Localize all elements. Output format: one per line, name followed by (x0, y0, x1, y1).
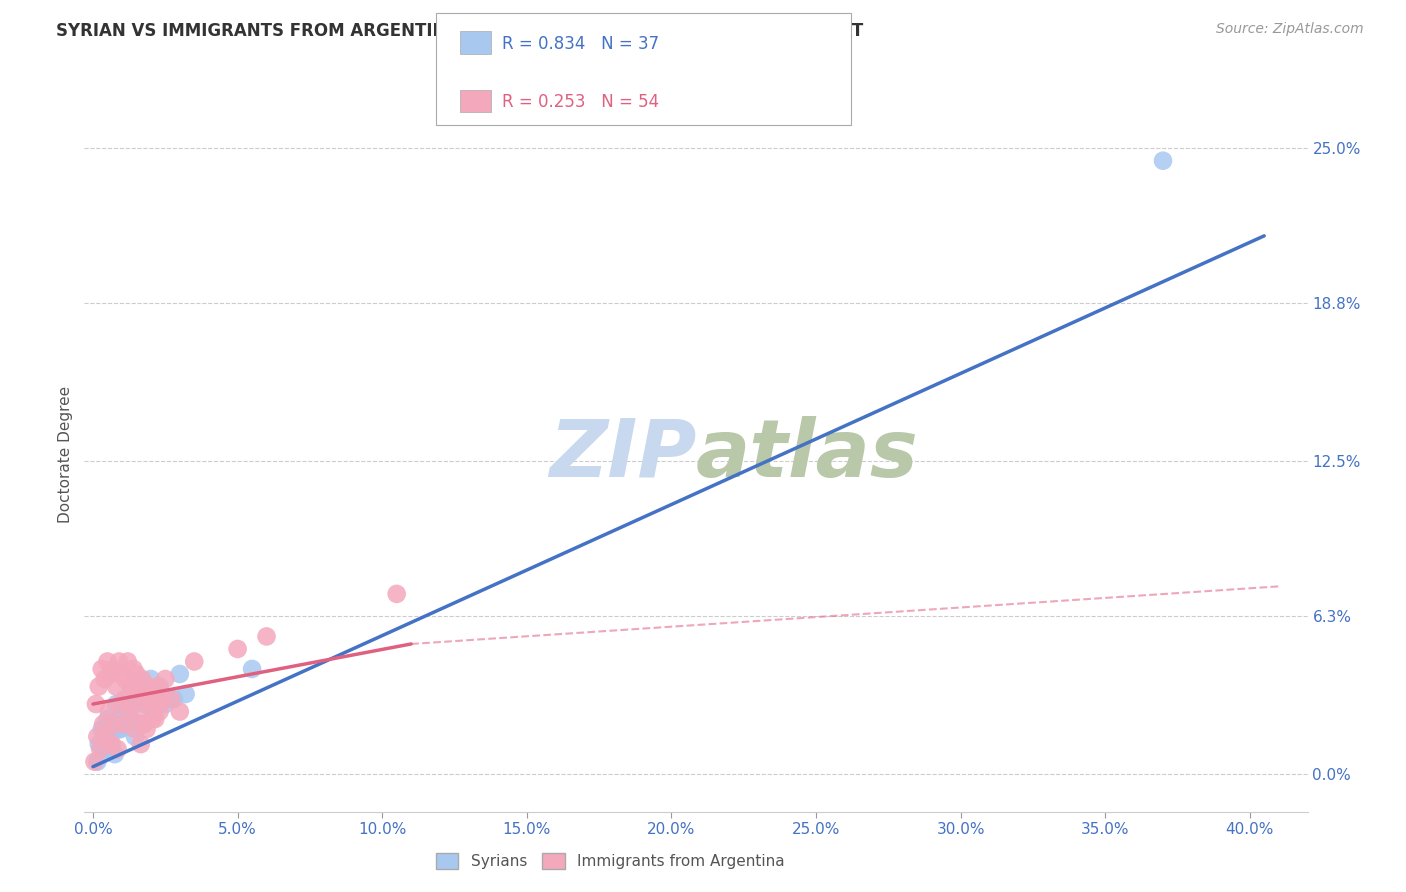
Point (117, 655, 139, 669)
Point (135, 722, 157, 736)
Point (86, 730, 108, 744)
Text: R = 0.834   N = 37: R = 0.834 N = 37 (502, 35, 659, 53)
Text: Source: ZipAtlas.com: Source: ZipAtlas.com (1216, 22, 1364, 37)
Point (97, 730, 120, 744)
Point (112, 717, 135, 731)
Point (121, 680, 143, 694)
Point (385, 587, 408, 601)
Point (115, 705, 138, 719)
Point (103, 717, 125, 731)
Point (138, 692, 160, 706)
Point (110, 722, 132, 736)
Point (169, 705, 191, 719)
Point (132, 717, 155, 731)
Point (128, 717, 150, 731)
Point (256, 630, 278, 644)
Point (134, 692, 156, 706)
Point (129, 737, 152, 751)
Point (96, 655, 118, 669)
Point (86, 755, 108, 769)
Text: atlas: atlas (696, 416, 918, 494)
Point (157, 692, 180, 706)
Point (169, 667, 191, 681)
Point (155, 672, 177, 686)
Point (122, 697, 145, 711)
Point (101, 737, 124, 751)
Point (110, 697, 132, 711)
Point (89, 742, 111, 756)
Point (125, 667, 148, 681)
Point (1152, 153, 1174, 168)
Point (124, 722, 146, 736)
Text: ZIP: ZIP (548, 416, 696, 494)
Point (136, 692, 159, 706)
Point (127, 705, 149, 719)
Point (83, 755, 105, 769)
Point (93, 672, 115, 686)
Point (146, 697, 169, 711)
Point (139, 672, 162, 686)
Point (115, 692, 138, 706)
Point (91, 742, 114, 756)
Text: R = 0.253   N = 54: R = 0.253 N = 54 (502, 93, 659, 111)
Point (148, 680, 170, 694)
Point (97, 705, 120, 719)
Point (120, 680, 142, 694)
Point (111, 667, 134, 681)
Point (87, 680, 110, 694)
Point (100, 730, 122, 744)
Point (139, 697, 162, 711)
Point (131, 672, 153, 686)
Point (148, 705, 170, 719)
Point (91, 717, 114, 731)
Point (134, 697, 156, 711)
Point (108, 722, 131, 736)
Point (96, 712, 118, 726)
Point (128, 687, 150, 701)
Point (87, 737, 110, 751)
Point (141, 712, 163, 726)
Text: SYRIAN VS IMMIGRANTS FROM ARGENTINA DOCTORATE DEGREE CORRELATION CHART: SYRIAN VS IMMIGRANTS FROM ARGENTINA DOCT… (56, 22, 863, 40)
Point (132, 717, 155, 731)
Point (94, 730, 117, 744)
Point (118, 705, 141, 719)
Point (174, 687, 197, 701)
Point (163, 692, 186, 706)
Point (152, 692, 174, 706)
Point (90, 722, 112, 736)
Point (142, 687, 165, 701)
Point (104, 747, 127, 761)
Point (131, 680, 153, 694)
Point (105, 697, 128, 711)
Point (114, 672, 136, 686)
Point (117, 702, 139, 716)
Point (104, 717, 127, 731)
Point (107, 742, 129, 756)
Point (90, 662, 112, 676)
Point (142, 705, 165, 719)
Point (84, 697, 107, 711)
Legend: Syrians, Immigrants from Argentina: Syrians, Immigrants from Argentina (429, 847, 792, 875)
Point (155, 697, 177, 711)
Point (125, 687, 148, 701)
Point (108, 655, 131, 669)
Y-axis label: Doctorate Degree: Doctorate Degree (58, 386, 73, 524)
Point (111, 705, 134, 719)
Point (120, 712, 142, 726)
Point (124, 730, 146, 744)
Point (93, 742, 115, 756)
Point (160, 692, 183, 706)
Point (240, 662, 263, 676)
Point (145, 687, 167, 701)
Point (183, 655, 205, 669)
Point (114, 692, 136, 706)
Point (145, 680, 167, 694)
Point (105, 680, 128, 694)
Point (226, 642, 249, 657)
Point (143, 712, 166, 726)
Point (136, 680, 159, 694)
Point (122, 662, 145, 676)
Point (103, 662, 125, 676)
Point (100, 667, 122, 681)
